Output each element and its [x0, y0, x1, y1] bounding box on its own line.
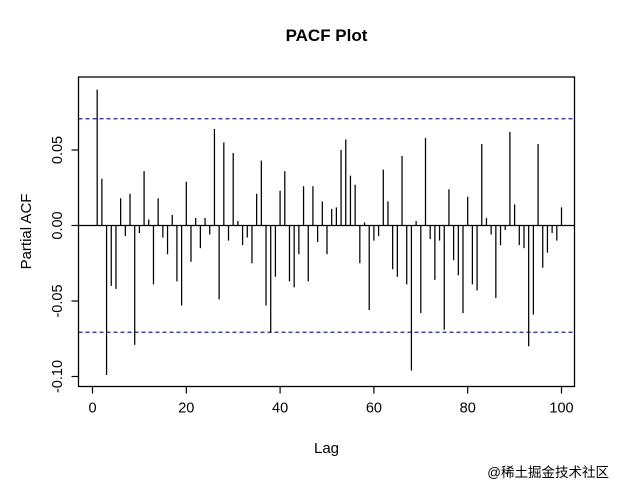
y-axis-label: Partial ACF — [18, 194, 35, 270]
plot-frame — [77, 76, 576, 388]
watermark: @稀土掘金技术社区 — [487, 465, 609, 480]
chart-layer: 0 20 40 60 80 100 0.05 0.00 -0.05 -0.10 — [50, 76, 576, 417]
x-tick-label-20: 20 — [178, 401, 194, 417]
y-tick-label--0.10: -0.10 — [50, 360, 66, 393]
x-tick-label-100: 100 — [549, 401, 573, 417]
chart-title: PACF Plot — [286, 26, 368, 45]
y-tick-label--0.05: -0.05 — [50, 284, 66, 317]
x-tick-label-40: 40 — [272, 401, 288, 417]
x-tick-label-60: 60 — [366, 401, 382, 417]
y-tick-label-0.00: 0.00 — [50, 211, 66, 239]
x-tick-label-0: 0 — [88, 401, 96, 417]
x-axis-label: Lag — [314, 440, 339, 457]
y-tick-label-0.05: 0.05 — [50, 136, 66, 164]
x-tick-label-80: 80 — [460, 401, 476, 417]
